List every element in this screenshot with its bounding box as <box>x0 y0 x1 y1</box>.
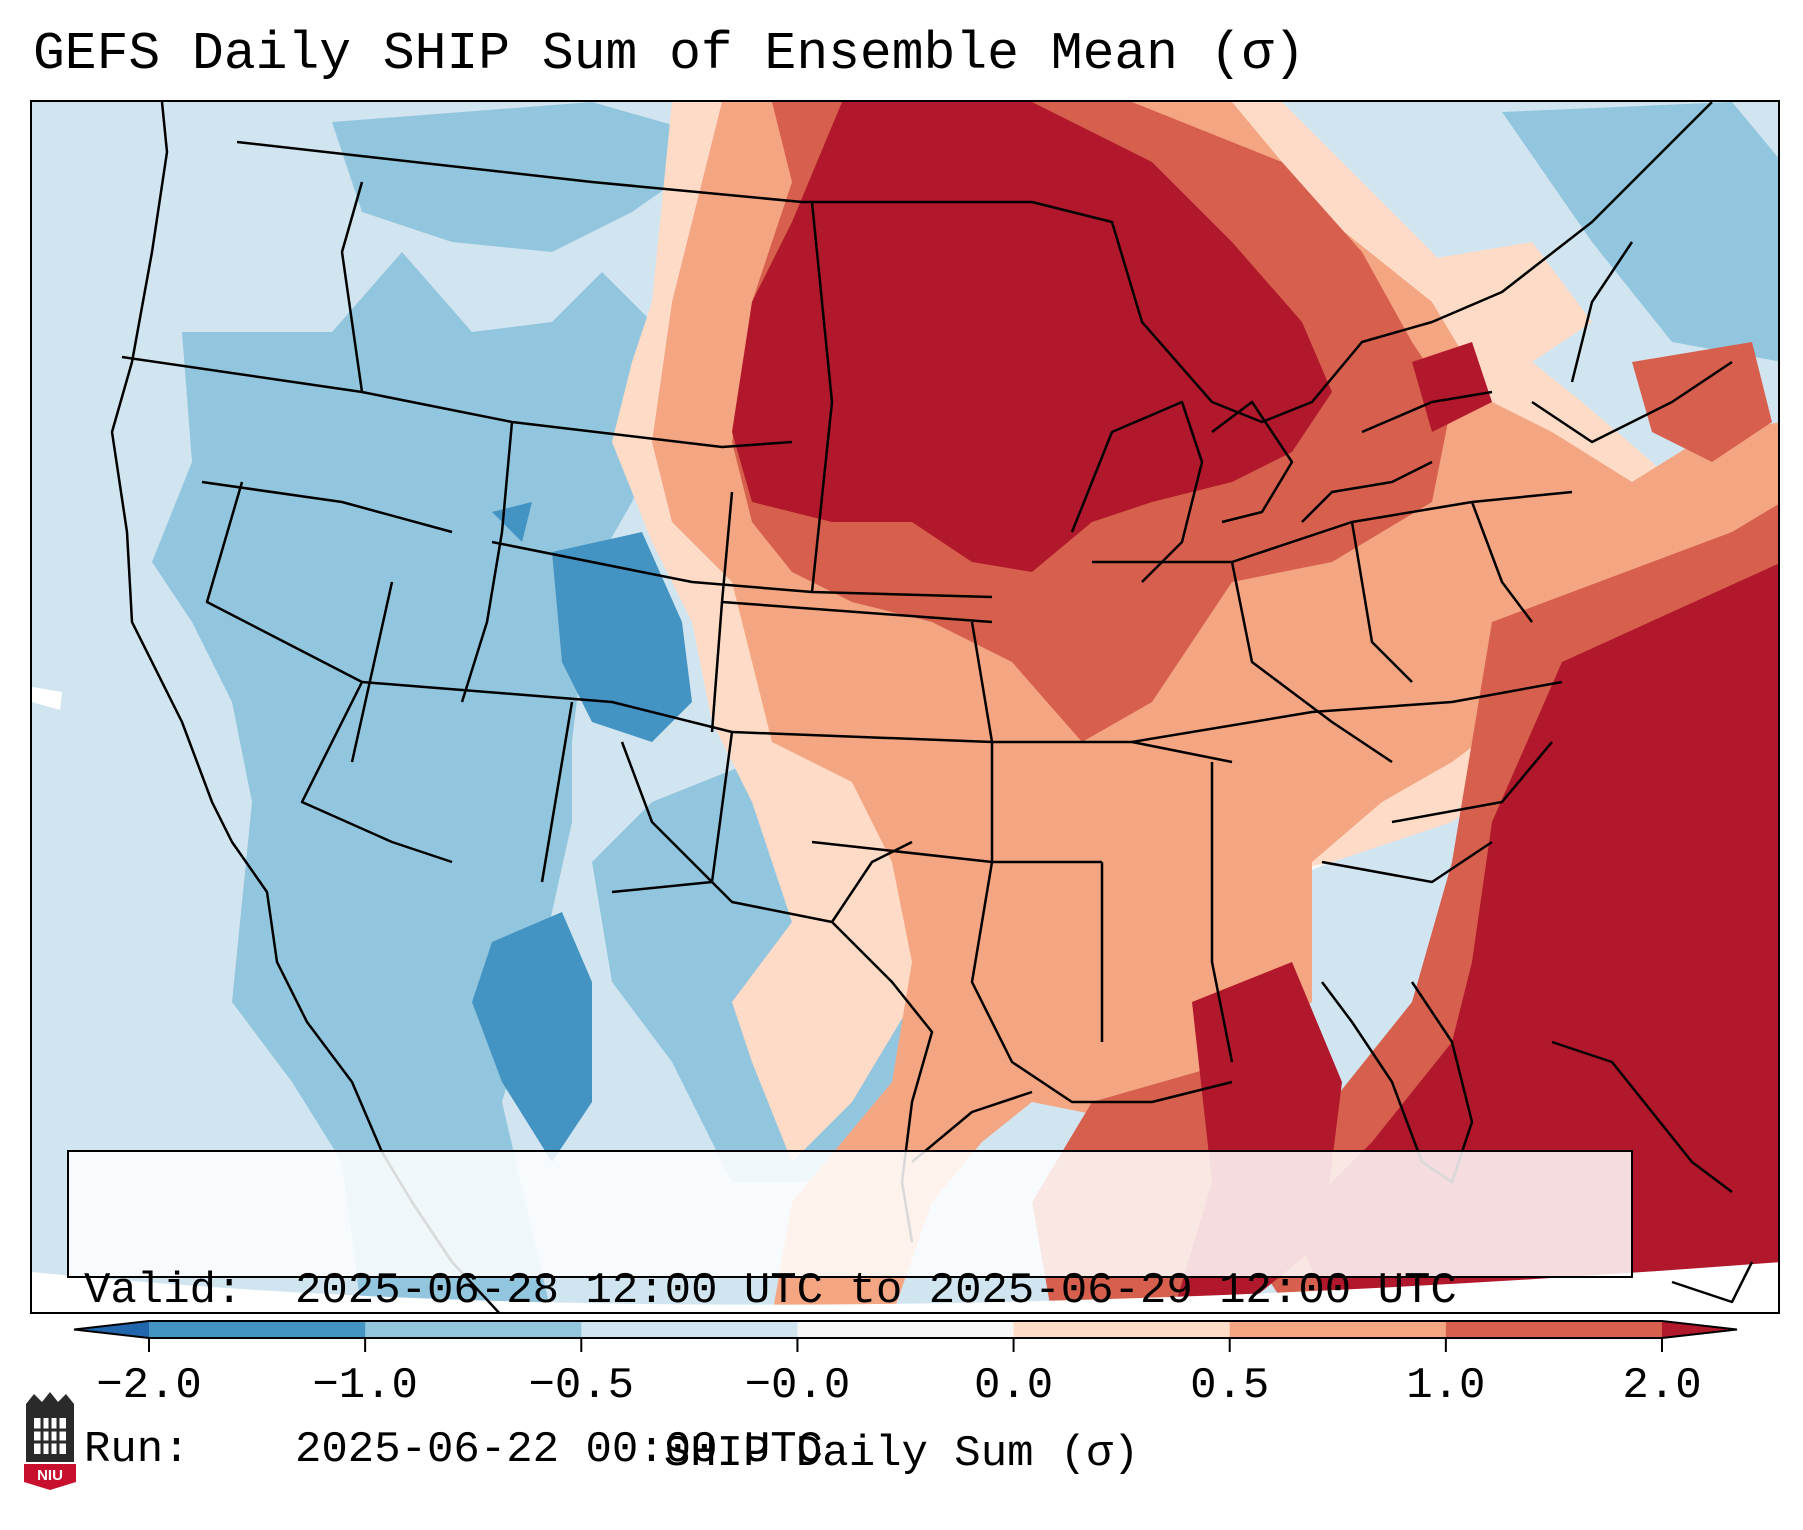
anomaly-field-colorado <box>472 502 692 1162</box>
run-line: Run: 2025-06-22 00:00 UTC <box>84 1424 1631 1477</box>
colorbar-segment <box>149 1321 366 1338</box>
colorbar-segment <box>581 1321 798 1338</box>
projection-notch <box>32 687 62 710</box>
colorbar-tick-label: −1.0 <box>312 1361 418 1411</box>
colorbar-segment <box>797 1321 1015 1338</box>
run-label: Run: <box>84 1425 190 1475</box>
colorbar-segment <box>1229 1321 1447 1338</box>
colorbar-segment <box>1013 1321 1231 1338</box>
logo-text: NIU <box>37 1467 63 1484</box>
colorbar-tick-label: −0.5 <box>528 1361 635 1411</box>
colorbar-tick-label: 2.0 <box>1622 1361 1702 1411</box>
colorbar-tick-label: 0.0 <box>973 1361 1054 1411</box>
colorbar-under-extension <box>74 1321 149 1338</box>
valid-label: Valid: <box>84 1266 243 1316</box>
colorbar-tick-label: 0.5 <box>1190 1361 1270 1411</box>
valid-run-info-box: Valid: 2025-06-28 12:00 UTC to 2025-06-29… <box>67 1150 1633 1475</box>
colorbar-tick-label: 1.0 <box>1406 1361 1486 1411</box>
valid-line: Valid: 2025-06-28 12:00 UTC to 2025-06-29… <box>84 1265 1631 1318</box>
valid-value: 2025-06-28 12:00 UTC to 2025-06-29 12:00… <box>295 1266 1457 1316</box>
anomaly-map <box>32 102 1778 1312</box>
chart-title: GEFS Daily SHIP Sum of Ensemble Mean (σ) <box>33 24 1306 84</box>
colorbar-over-extension <box>1662 1321 1737 1338</box>
colorbar-segment <box>1445 1321 1663 1338</box>
colorbar-tick-label: −0.0 <box>744 1361 851 1411</box>
colorbar-segment <box>365 1321 582 1338</box>
colorbar-label: SHIP Daily Sum (σ) <box>663 1429 1140 1479</box>
map-panel <box>30 100 1780 1314</box>
colorbar-tick-label: −2.0 <box>96 1361 202 1411</box>
projection-edge <box>32 1262 1778 1312</box>
run-value: 2025-06-22 00:00 UTC <box>295 1425 824 1475</box>
colorbar <box>73 1320 1738 1352</box>
niu-logo-icon: NIU <box>22 1390 78 1490</box>
